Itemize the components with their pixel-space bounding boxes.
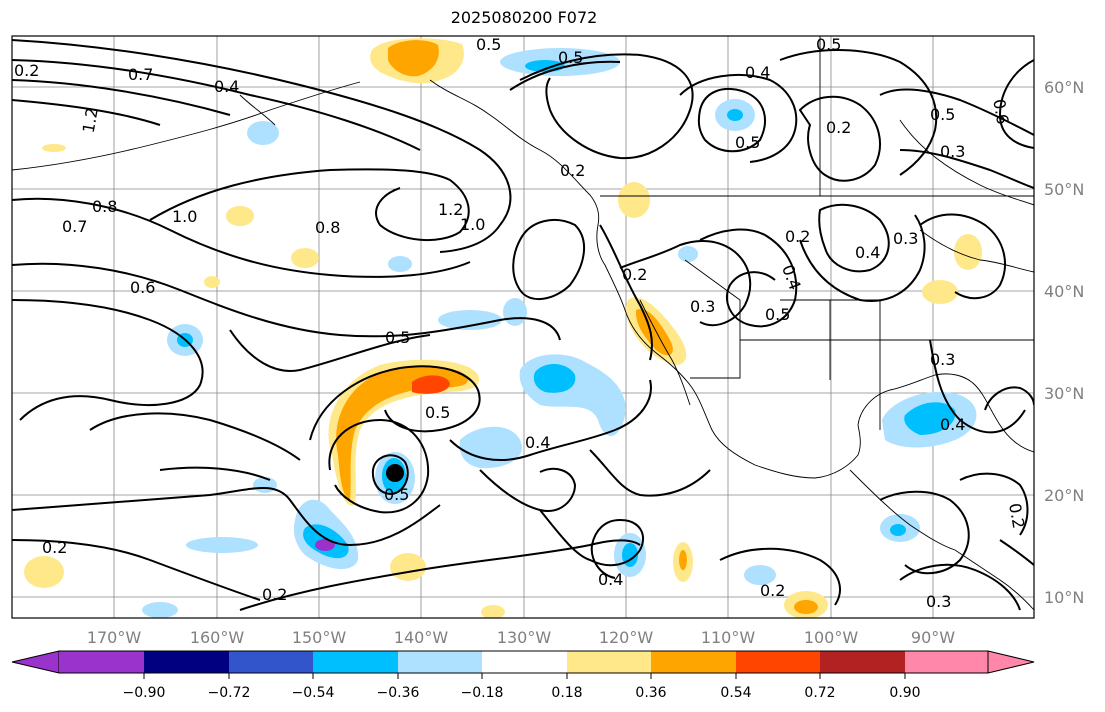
colorbar: −0.90 −0.72 −0.54 −0.36 −0.18 0.18 0.36 … bbox=[11, 650, 1035, 701]
contour-label: 0.5 bbox=[476, 35, 501, 54]
colorbar-segment bbox=[736, 651, 820, 673]
coastlines bbox=[12, 36, 1034, 611]
contour-label: 0.2 bbox=[14, 61, 39, 80]
lon-label: 130°W bbox=[497, 628, 552, 647]
colorbar-segment bbox=[820, 651, 905, 673]
colorbar-segment bbox=[482, 651, 567, 673]
latitude-axis: 60°N 50°N 40°N 30°N 20°N 10°N bbox=[1044, 78, 1084, 607]
storm-center-marker bbox=[386, 464, 404, 482]
colorbar-tick-label: 0.72 bbox=[804, 685, 835, 701]
lat-label: 20°N bbox=[1044, 486, 1084, 505]
contour-label: 0.7 bbox=[128, 65, 153, 84]
colorbar-segment bbox=[144, 651, 229, 673]
contour-label: 0.3 bbox=[893, 229, 918, 248]
contour-label: 0.3 bbox=[930, 350, 955, 369]
lat-label: 30°N bbox=[1044, 384, 1084, 403]
lon-label: 140°W bbox=[394, 628, 449, 647]
contour-label: 1.0 bbox=[460, 215, 485, 234]
colorbar-tick-label: 0.54 bbox=[720, 685, 751, 701]
contour-label: 0.7 bbox=[62, 217, 87, 236]
colorbar-segment bbox=[59, 651, 144, 673]
contour-label: 0.2 bbox=[1005, 502, 1028, 530]
colorbar-segment bbox=[229, 651, 313, 673]
contour-label: 0.6 bbox=[989, 98, 1012, 126]
lon-label: 160°W bbox=[190, 628, 245, 647]
contour-label: 0.5 bbox=[384, 485, 409, 504]
colorbar-segment bbox=[651, 651, 736, 673]
contour-label: 0.4 bbox=[745, 63, 770, 82]
colorbar-tick-label: 0.90 bbox=[889, 685, 920, 701]
contour-label: 0.4 bbox=[598, 570, 623, 589]
longitude-axis: 170°W 160°W 150°W 140°W 130°W 120°W 110°… bbox=[87, 628, 955, 647]
lat-label: 60°N bbox=[1044, 78, 1084, 97]
colorbar-tick-label: 0.36 bbox=[635, 685, 666, 701]
shaded-fields bbox=[24, 38, 982, 618]
contour-label: 0.5 bbox=[930, 105, 955, 124]
contour-label: 0.3 bbox=[940, 142, 965, 161]
colorbar-extend-high bbox=[987, 650, 1035, 674]
colorbar-tick-label: 0.18 bbox=[551, 685, 582, 701]
contour-label: 0.5 bbox=[735, 133, 760, 152]
colorbar-segment bbox=[567, 651, 651, 673]
contour-label: 1.2 bbox=[79, 106, 102, 134]
gridlines bbox=[12, 36, 1034, 618]
contour-label: 0.5 bbox=[385, 328, 410, 347]
lon-label: 110°W bbox=[701, 628, 756, 647]
contour-label: 0.2 bbox=[760, 581, 785, 600]
contour-label: 0.4 bbox=[940, 415, 965, 434]
contour-label: 0.8 bbox=[315, 218, 340, 237]
lat-label: 50°N bbox=[1044, 180, 1084, 199]
contour-label: 0.2 bbox=[826, 118, 851, 137]
colorbar-segment bbox=[398, 651, 482, 673]
contour-labels: 0.2 0.7 0.4 1.2 0.5 0.5 0.5 0.4 0.5 0.6 … bbox=[14, 35, 1028, 611]
lon-label: 100°W bbox=[804, 628, 859, 647]
colorbar-tick-label: −0.36 bbox=[377, 685, 420, 701]
contour-label: 0.3 bbox=[690, 297, 715, 316]
lat-label: 40°N bbox=[1044, 282, 1084, 301]
contour-label: 0.5 bbox=[765, 305, 790, 324]
lat-label: 10°N bbox=[1044, 588, 1084, 607]
contour-label: 0.4 bbox=[525, 433, 550, 452]
colorbar-tick-label: −0.72 bbox=[208, 685, 251, 701]
map-title: 2025080200 F072 bbox=[450, 8, 598, 27]
lon-label: 150°W bbox=[292, 628, 347, 647]
contour-label: 0.5 bbox=[558, 48, 583, 67]
colorbar-tick-label: −0.90 bbox=[123, 685, 166, 701]
contour-label: 0.4 bbox=[214, 77, 239, 96]
lon-label: 90°W bbox=[911, 628, 955, 647]
contour-label: 0.8 bbox=[92, 197, 117, 216]
map-frame bbox=[11, 35, 1035, 619]
contour-label: 0.2 bbox=[560, 161, 585, 180]
lon-label: 170°W bbox=[87, 628, 142, 647]
contour-label: 1.0 bbox=[172, 207, 197, 226]
contour-label: 0.6 bbox=[130, 278, 155, 297]
contour-label: 1.2 bbox=[438, 200, 463, 219]
colorbar-tick-label: −0.54 bbox=[292, 685, 335, 701]
colorbar-segment bbox=[313, 651, 398, 673]
contour-label: 0.5 bbox=[816, 35, 841, 54]
colorbar-segment bbox=[905, 651, 988, 673]
contour-lines bbox=[12, 39, 1034, 611]
lon-label: 120°W bbox=[599, 628, 654, 647]
contour-label: 0.2 bbox=[262, 585, 287, 604]
colorbar-tick-label: −0.18 bbox=[461, 685, 504, 701]
contour-label: 0.2 bbox=[42, 538, 67, 557]
contour-label: 0.3 bbox=[926, 592, 951, 611]
colorbar-extend-low bbox=[11, 650, 60, 674]
contour-label: 0.2 bbox=[622, 265, 647, 284]
contour-label: 0.5 bbox=[425, 403, 450, 422]
contour-label: 0.2 bbox=[785, 227, 810, 246]
contour-label: 0.4 bbox=[855, 243, 880, 262]
